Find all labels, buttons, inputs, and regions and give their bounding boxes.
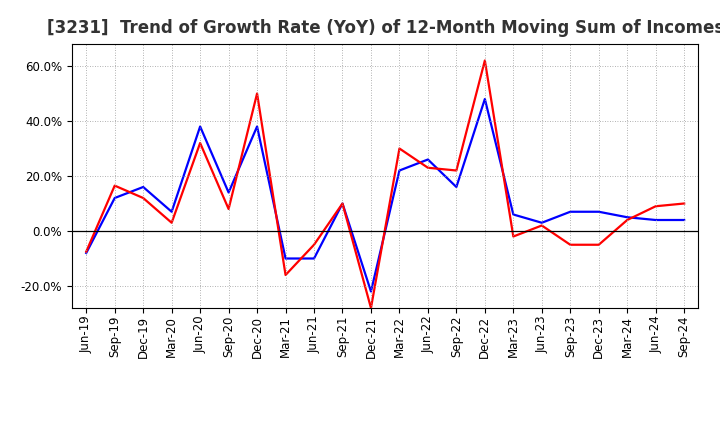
Ordinary Income Growth Rate bbox=[167, 209, 176, 214]
Ordinary Income Growth Rate bbox=[623, 215, 631, 220]
Net Income Growth Rate bbox=[196, 140, 204, 146]
Net Income Growth Rate bbox=[680, 201, 688, 206]
Net Income Growth Rate bbox=[537, 223, 546, 228]
Ordinary Income Growth Rate bbox=[282, 256, 290, 261]
Ordinary Income Growth Rate bbox=[509, 212, 518, 217]
Net Income Growth Rate bbox=[82, 249, 91, 254]
Net Income Growth Rate bbox=[366, 305, 375, 311]
Net Income Growth Rate bbox=[338, 201, 347, 206]
Net Income Growth Rate bbox=[225, 206, 233, 212]
Net Income Growth Rate bbox=[310, 242, 318, 247]
Net Income Growth Rate bbox=[623, 217, 631, 223]
Ordinary Income Growth Rate bbox=[82, 250, 91, 256]
Net Income Growth Rate bbox=[282, 272, 290, 278]
Net Income Growth Rate bbox=[395, 146, 404, 151]
Ordinary Income Growth Rate bbox=[680, 217, 688, 223]
Ordinary Income Growth Rate bbox=[225, 190, 233, 195]
Ordinary Income Growth Rate bbox=[537, 220, 546, 225]
Net Income Growth Rate bbox=[110, 183, 119, 188]
Ordinary Income Growth Rate bbox=[310, 256, 318, 261]
Net Income Growth Rate bbox=[595, 242, 603, 247]
Net Income Growth Rate bbox=[480, 58, 489, 63]
Net Income Growth Rate bbox=[167, 220, 176, 225]
Ordinary Income Growth Rate bbox=[110, 195, 119, 201]
Ordinary Income Growth Rate bbox=[338, 201, 347, 206]
Net Income Growth Rate bbox=[253, 91, 261, 96]
Ordinary Income Growth Rate bbox=[395, 168, 404, 173]
Ordinary Income Growth Rate bbox=[139, 184, 148, 190]
Ordinary Income Growth Rate bbox=[253, 124, 261, 129]
Title: [3231]  Trend of Growth Rate (YoY) of 12-Month Moving Sum of Incomes: [3231] Trend of Growth Rate (YoY) of 12-… bbox=[47, 19, 720, 37]
Net Income Growth Rate bbox=[652, 204, 660, 209]
Ordinary Income Growth Rate bbox=[595, 209, 603, 214]
Net Income Growth Rate bbox=[423, 165, 432, 170]
Net Income Growth Rate bbox=[509, 234, 518, 239]
Ordinary Income Growth Rate bbox=[480, 96, 489, 102]
Ordinary Income Growth Rate bbox=[652, 217, 660, 223]
Line: Ordinary Income Growth Rate: Ordinary Income Growth Rate bbox=[86, 99, 684, 292]
Line: Net Income Growth Rate: Net Income Growth Rate bbox=[86, 61, 684, 308]
Net Income Growth Rate bbox=[566, 242, 575, 247]
Ordinary Income Growth Rate bbox=[366, 289, 375, 294]
Ordinary Income Growth Rate bbox=[566, 209, 575, 214]
Ordinary Income Growth Rate bbox=[452, 184, 461, 190]
Net Income Growth Rate bbox=[139, 195, 148, 201]
Net Income Growth Rate bbox=[452, 168, 461, 173]
Ordinary Income Growth Rate bbox=[423, 157, 432, 162]
Ordinary Income Growth Rate bbox=[196, 124, 204, 129]
